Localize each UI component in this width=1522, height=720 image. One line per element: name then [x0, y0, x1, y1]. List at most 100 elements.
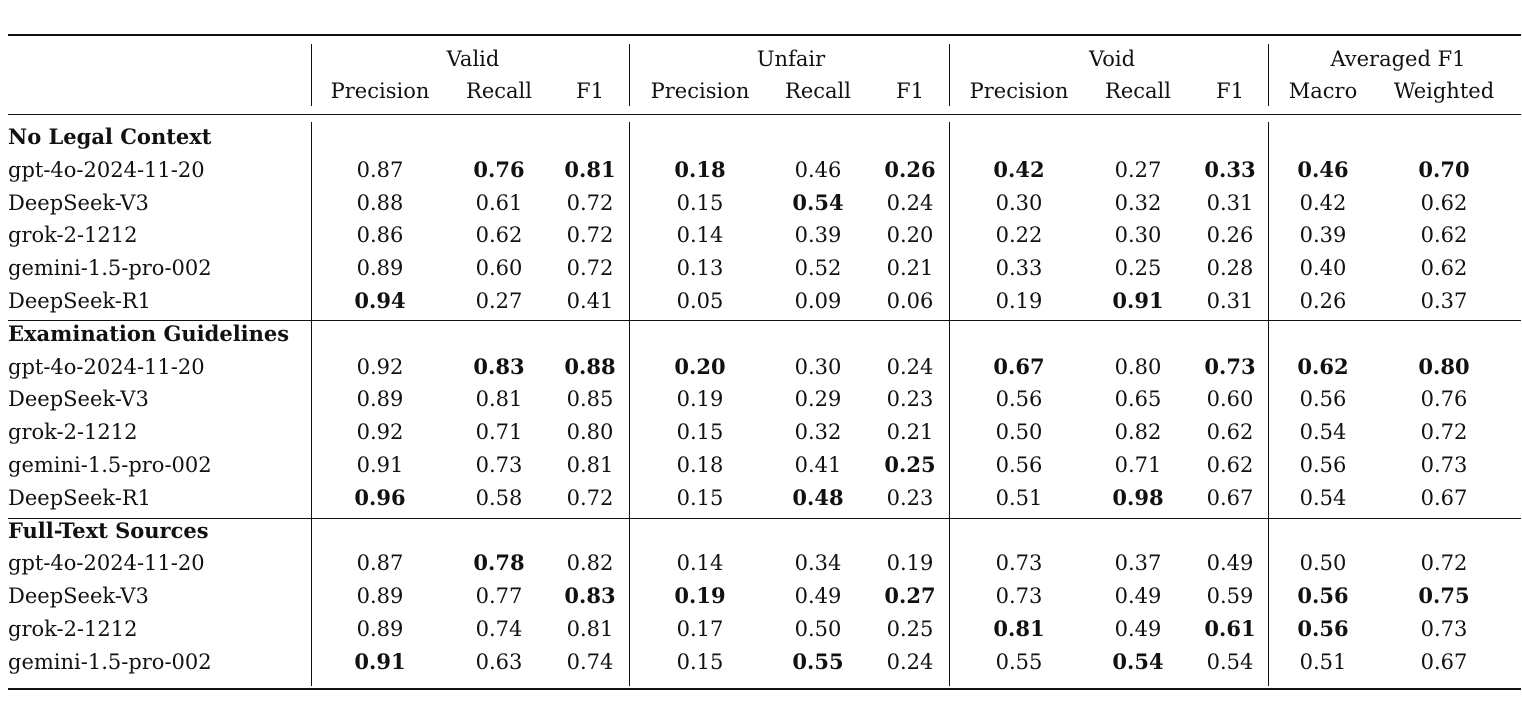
table-cell: 0.72	[1420, 551, 1468, 576]
table-cell: 0.40	[1299, 256, 1347, 281]
table-rule	[8, 688, 1521, 690]
table-cell: 0.51	[1299, 649, 1347, 674]
column-header: Recall	[1105, 79, 1171, 103]
table-cell: 0.29	[794, 387, 842, 412]
table-cell: 0.27	[884, 583, 936, 609]
table-cell: 0.25	[1114, 256, 1162, 281]
table-cell: 0.17	[676, 617, 724, 641]
model-name: grok-2-1212	[8, 617, 138, 641]
table-cell: 0.15	[676, 420, 724, 445]
table-cell: 0.98	[1112, 484, 1164, 510]
table-cell: 0.41	[566, 289, 614, 313]
table-cell: 0.09	[794, 289, 842, 313]
table-cell: 0.51	[995, 485, 1043, 510]
table-cell: 0.62	[1420, 190, 1468, 215]
model-name: DeepSeek-R1	[8, 485, 152, 510]
table-cell: 0.27	[1114, 157, 1162, 182]
table-cell: 0.06	[886, 289, 934, 313]
table-cell: 0.31	[1206, 190, 1254, 215]
table-cell: 0.91	[356, 453, 404, 477]
table-cell: 0.50	[1299, 551, 1347, 576]
table-cell: 0.71	[475, 420, 523, 445]
table-cell: 0.15	[676, 649, 724, 674]
model-name: gpt-4o-2024-11-20	[8, 157, 205, 182]
group-header: Averaged F1	[1330, 47, 1466, 71]
table-cell: 0.61	[1204, 616, 1256, 641]
table-cell: 0.15	[676, 190, 724, 215]
table-cell: 0.87	[356, 157, 404, 182]
section-title: Full-Text Sources	[8, 517, 209, 543]
table-cell: 0.54	[1206, 649, 1254, 674]
table-cell: 0.32	[1114, 190, 1162, 215]
table-cell: 0.81	[993, 616, 1045, 641]
table-cell: 0.55	[995, 649, 1043, 674]
model-name: gemini-1.5-pro-002	[8, 256, 212, 281]
table-cell: 0.71	[1114, 453, 1162, 477]
table-cell: 0.24	[886, 354, 934, 379]
table-cell: 0.13	[676, 256, 724, 281]
column-separator	[949, 44, 950, 106]
table-cell: 0.54	[1299, 485, 1347, 510]
table-cell: 0.37	[1420, 289, 1468, 313]
table-cell: 0.82	[566, 551, 614, 576]
table-cell: 0.63	[475, 649, 523, 674]
table-cell: 0.19	[674, 583, 726, 609]
model-name: gpt-4o-2024-11-20	[8, 354, 205, 379]
table-cell: 0.24	[886, 649, 934, 674]
column-header: Macro	[1288, 79, 1358, 103]
table-cell: 0.86	[356, 223, 404, 248]
table-cell: 0.14	[676, 223, 724, 248]
table-cell: 0.62	[1206, 453, 1254, 477]
table-cell: 0.33	[995, 256, 1043, 281]
table-cell: 0.74	[566, 649, 614, 674]
table-cell: 0.49	[1114, 584, 1162, 609]
table-cell: 0.96	[354, 484, 406, 510]
table-cell: 0.32	[794, 420, 842, 445]
table-cell: 0.91	[354, 648, 406, 674]
group-header: Unfair	[756, 47, 826, 71]
table-cell: 0.42	[993, 156, 1045, 182]
table-cell: 0.88	[564, 353, 616, 379]
table-cell: 0.67	[1420, 485, 1468, 510]
table-cell: 0.56	[1299, 387, 1347, 412]
table-cell: 0.60	[475, 256, 523, 281]
table-cell: 0.65	[1114, 387, 1162, 412]
table-cell: 0.52	[794, 256, 842, 281]
model-name: DeepSeek-V3	[8, 584, 149, 609]
table-cell: 0.18	[674, 156, 726, 182]
table-cell: 0.87	[356, 551, 404, 576]
table-cell: 0.72	[566, 485, 614, 510]
table-cell: 0.62	[1420, 223, 1468, 248]
table-cell: 0.72	[566, 223, 614, 248]
table-cell: 0.54	[792, 189, 844, 215]
model-name: gpt-4o-2024-11-20	[8, 551, 205, 576]
table-cell: 0.61	[475, 190, 523, 215]
table-cell: 0.50	[794, 617, 842, 641]
column-separator	[949, 122, 950, 686]
table-cell: 0.78	[473, 550, 525, 576]
table-cell: 0.89	[356, 387, 404, 412]
table-cell: 0.54	[1299, 420, 1347, 445]
table-cell: 0.62	[1297, 353, 1349, 379]
table-cell: 0.62	[1420, 256, 1468, 281]
table-cell: 0.73	[995, 584, 1043, 609]
table-rule	[8, 518, 1521, 519]
table-cell: 0.58	[475, 485, 523, 510]
table-cell: 0.74	[475, 617, 523, 641]
column-separator	[629, 122, 630, 686]
table-cell: 0.88	[356, 190, 404, 215]
table-cell: 0.24	[886, 190, 934, 215]
table-cell: 0.28	[1206, 256, 1254, 281]
table-cell: 0.30	[995, 190, 1043, 215]
table-cell: 0.73	[1204, 353, 1256, 379]
model-name: grok-2-1212	[8, 420, 138, 445]
table-cell: 0.37	[1114, 551, 1162, 576]
column-header: F1	[576, 79, 604, 103]
model-name: grok-2-1212	[8, 223, 138, 248]
table-cell: 0.81	[475, 387, 523, 412]
table-cell: 0.33	[1204, 156, 1256, 182]
table-cell: 0.25	[886, 617, 934, 641]
table-cell: 0.92	[356, 420, 404, 445]
table-cell: 0.80	[1114, 354, 1162, 379]
column-header: Precision	[969, 79, 1069, 103]
